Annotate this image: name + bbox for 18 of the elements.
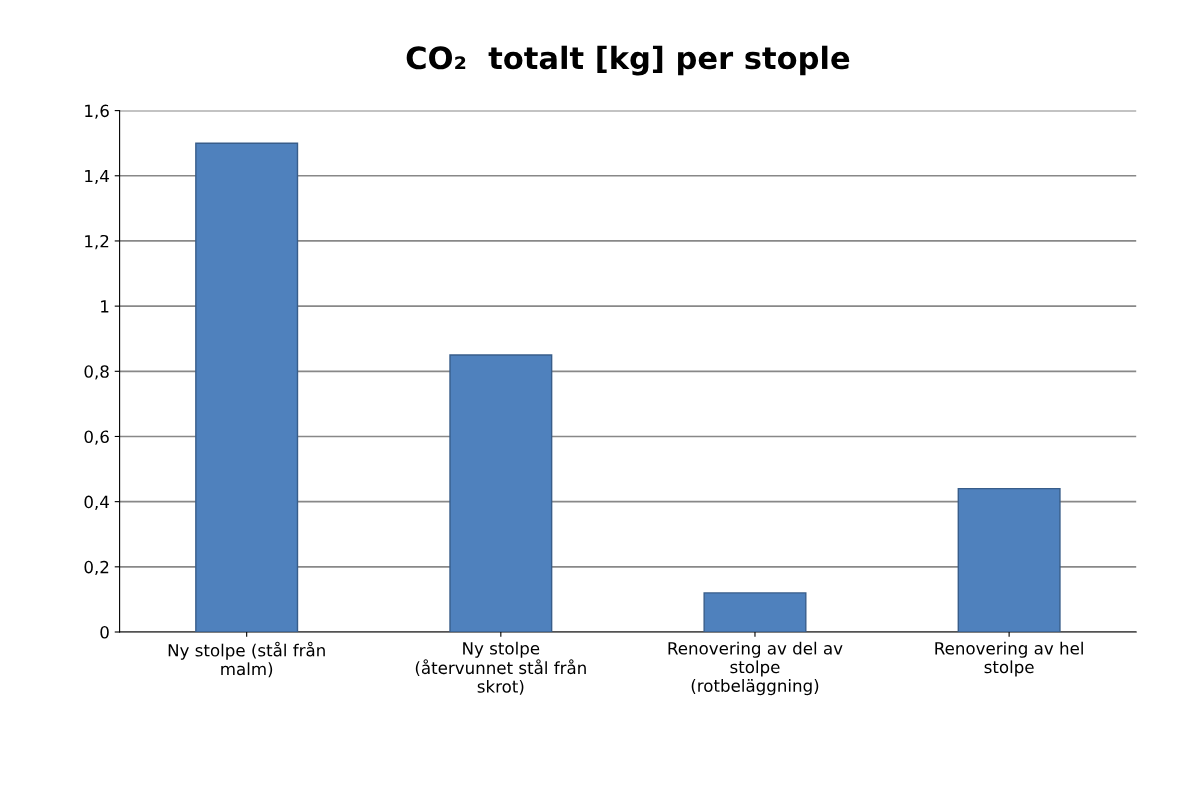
x-tick-label: Renovering av hel stolpe <box>935 641 1083 677</box>
y-tick-label: 0,6 <box>84 430 109 445</box>
x-tick-label: Ny stolpe (stål från malm) <box>168 641 325 678</box>
y-tick-label: 1,2 <box>85 234 109 250</box>
y-tick-label: 0,8 <box>84 365 109 380</box>
y-tick-label: 0,4 <box>84 495 109 510</box>
x-tick-label: Ny stolpe (återvunnet stål från skrot) <box>415 641 586 695</box>
y-tick-label: 0 <box>100 625 109 639</box>
y-tick-label: 1,6 <box>85 104 109 119</box>
bar <box>195 142 299 632</box>
x-tick-label: Renovering av del av stolpe (rotbeläggning) <box>668 641 843 696</box>
bar <box>957 487 1061 632</box>
bar <box>703 592 807 632</box>
chart-title: CO₂ totalt [kg] per stople <box>406 45 850 76</box>
bar <box>449 354 553 632</box>
y-tick-label: 1 <box>101 300 109 313</box>
y-tick-label: 0,2 <box>84 560 109 576</box>
y-tick-label: 1,4 <box>85 169 109 185</box>
